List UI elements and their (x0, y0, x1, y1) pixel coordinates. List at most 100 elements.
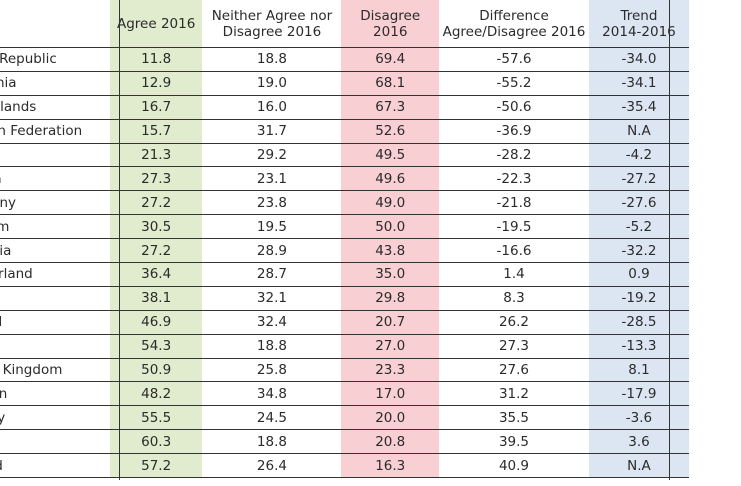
cell-agree-2016: 12.9 (109, 71, 203, 96)
column-divider-right (669, 0, 670, 480)
cell-trend-2014-2016: -17.9 (588, 381, 689, 407)
cell-country: Finland (0, 310, 110, 335)
cell-neither-2016: 23.1 (202, 166, 342, 192)
cell-country: Norway (0, 405, 110, 431)
cell-agree-2016: 27.2 (109, 238, 203, 264)
cell-disagree-2016: 20.8 (341, 429, 440, 455)
table-row: Lithuania12.919.068.1-55.2-34.1 (0, 71, 689, 96)
table-header-row: Agree 2016 Neither Agree nor Disagree 20… (0, 0, 689, 48)
cell-trend-2014-2016: -35.4 (588, 95, 689, 120)
cell-difference-2016: 26.2 (439, 310, 589, 335)
cell-country: Czech Republic (0, 47, 110, 72)
cell-country: Netherlands (0, 95, 110, 120)
cell-disagree-2016: 49.6 (341, 166, 440, 192)
table-row: Netherlands16.716.067.3-50.6-35.4 (0, 95, 689, 120)
table-row: Austria27.323.149.6-22.3-27.2 (0, 166, 689, 192)
table-row: Finland46.932.420.726.2-28.5 (0, 310, 689, 335)
cell-disagree-2016: 20.7 (341, 310, 440, 335)
cell-trend-2014-2016: -5.2 (588, 214, 689, 240)
table-row: Switzerland36.428.735.01.40.9 (0, 262, 689, 287)
cell-difference-2016: -28.2 (439, 143, 589, 168)
cell-disagree-2016: 20.0 (341, 405, 440, 431)
cell-disagree-2016: 29.8 (341, 286, 440, 311)
cell-neither-2016: 18.8 (202, 47, 342, 72)
cell-neither-2016: 19.0 (202, 71, 342, 96)
cell-agree-2016: 60.3 (109, 429, 203, 455)
cell-neither-2016: 16.0 (202, 95, 342, 120)
cell-neither-2016: 32.4 (202, 310, 342, 335)
table-row: Slovenia27.228.943.8-16.6-32.2 (0, 238, 689, 264)
cell-difference-2016: -16.6 (439, 238, 589, 264)
cell-trend-2014-2016: -34.0 (588, 47, 689, 72)
cell-neither-2016: 18.8 (202, 429, 342, 455)
cell-trend-2014-2016: -19.2 (588, 286, 689, 311)
table-row: France54.318.827.027.3-13.3 (0, 334, 689, 359)
cell-country: France (0, 334, 110, 359)
cell-country: Iceland (0, 453, 110, 479)
table-row: Iceland57.226.416.340.9N.A (0, 453, 689, 479)
cell-neither-2016: 25.8 (202, 358, 342, 383)
column-divider-left (119, 0, 120, 480)
cell-trend-2014-2016: -4.2 (588, 143, 689, 168)
cell-country: Germany (0, 190, 110, 216)
cell-disagree-2016: 23.3 (341, 358, 440, 383)
cell-neither-2016: 28.7 (202, 262, 342, 287)
cell-agree-2016: 36.4 (109, 262, 203, 287)
cell-trend-2014-2016: -3.6 (588, 405, 689, 431)
cell-neither-2016: 19.5 (202, 214, 342, 240)
cell-trend-2014-2016: -28.5 (588, 310, 689, 335)
cell-neither-2016: 24.5 (202, 405, 342, 431)
cell-neither-2016: 28.9 (202, 238, 342, 264)
cell-neither-2016: 18.8 (202, 334, 342, 359)
cell-agree-2016: 54.3 (109, 334, 203, 359)
cell-country: Russian Federation (0, 119, 110, 144)
cell-agree-2016: 21.3 (109, 143, 203, 168)
cell-trend-2014-2016: -27.6 (588, 190, 689, 216)
cell-agree-2016: 27.2 (109, 190, 203, 216)
header-trend-2014-2016: Trend 2014-2016 (588, 0, 689, 48)
cell-trend-2014-2016: 0.9 (588, 262, 689, 287)
cell-difference-2016: 35.5 (439, 405, 589, 431)
cell-neither-2016: 32.1 (202, 286, 342, 311)
cell-agree-2016: 46.9 (109, 310, 203, 335)
cell-country: Sweden (0, 381, 110, 407)
cell-neither-2016: 23.8 (202, 190, 342, 216)
cell-country: Lithuania (0, 71, 110, 96)
cell-agree-2016: 27.3 (109, 166, 203, 192)
cell-difference-2016: -36.9 (439, 119, 589, 144)
cell-disagree-2016: 69.4 (341, 47, 440, 72)
cell-difference-2016: 27.6 (439, 358, 589, 383)
cell-difference-2016: 40.9 (439, 453, 589, 479)
cell-agree-2016: 30.5 (109, 214, 203, 240)
cell-trend-2014-2016: 3.6 (588, 429, 689, 455)
table-row: Ireland60.318.820.839.53.6 (0, 429, 689, 455)
table-row: Israel21.329.249.5-28.2-4.2 (0, 143, 689, 168)
header-agree-2016: Agree 2016 (109, 0, 203, 48)
header-country (0, 0, 110, 48)
cell-difference-2016: -19.5 (439, 214, 589, 240)
table-body: Czech Republic11.818.869.4-57.6-34.0Lith… (0, 47, 689, 479)
cell-agree-2016: 57.2 (109, 453, 203, 479)
cell-agree-2016: 11.8 (109, 47, 203, 72)
cell-agree-2016: 16.7 (109, 95, 203, 120)
cell-disagree-2016: 27.0 (341, 334, 440, 359)
cell-country: Slovenia (0, 238, 110, 264)
cell-difference-2016: 8.3 (439, 286, 589, 311)
cell-difference-2016: -21.8 (439, 190, 589, 216)
cell-agree-2016: 55.5 (109, 405, 203, 431)
table-row: Belgium30.519.550.0-19.5-5.2 (0, 214, 689, 240)
cell-difference-2016: 27.3 (439, 334, 589, 359)
cell-difference-2016: -57.6 (439, 47, 589, 72)
cell-country: United Kingdom (0, 358, 110, 383)
cell-neither-2016: 29.2 (202, 143, 342, 168)
header-disagree-2016: Disagree 2016 (341, 0, 440, 48)
cell-neither-2016: 26.4 (202, 453, 342, 479)
cell-country: Israel (0, 143, 110, 168)
header-difference-2016: Difference Agree/Disagree 2016 (439, 0, 589, 48)
cell-country: Belgium (0, 214, 110, 240)
cell-difference-2016: -22.3 (439, 166, 589, 192)
